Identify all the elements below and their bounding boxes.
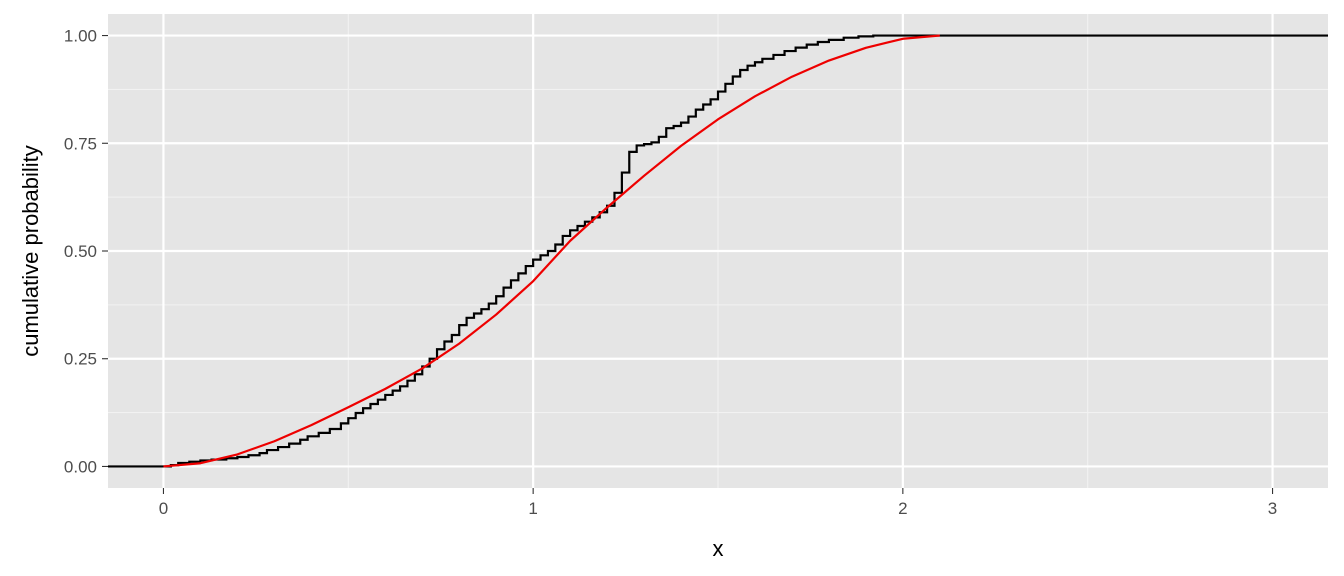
x-tick-label: 2 (898, 499, 907, 518)
y-axis-title: cumulative probability (18, 145, 43, 357)
x-tick-label: 0 (159, 499, 168, 518)
y-tick-label: 0.00 (64, 457, 97, 476)
y-tick-label: 0.50 (64, 242, 97, 261)
y-tick-label: 0.75 (64, 134, 97, 153)
x-tick-label: 3 (1268, 499, 1277, 518)
x-axis-ticks: 0 1 2 3 (159, 488, 1278, 518)
y-tick-label: 1.00 (64, 27, 97, 46)
y-tick-label: 0.25 (64, 350, 97, 369)
x-axis-title: x (713, 536, 724, 561)
x-tick-label: 1 (528, 499, 537, 518)
y-axis-ticks: 0.00 0.25 0.50 0.75 1.00 (64, 27, 108, 477)
